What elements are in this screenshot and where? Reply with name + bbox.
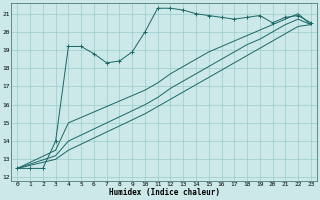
X-axis label: Humidex (Indice chaleur): Humidex (Indice chaleur) bbox=[108, 188, 220, 197]
